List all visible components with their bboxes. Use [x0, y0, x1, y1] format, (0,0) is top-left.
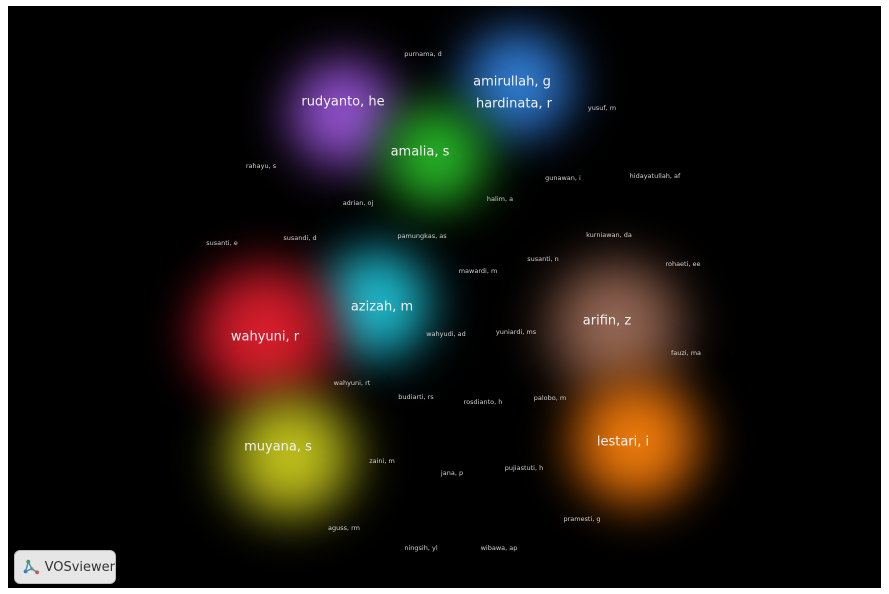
node-label[interactable]: arifin, z — [582, 313, 632, 329]
node-label[interactable]: fauzi, ma — [670, 349, 702, 357]
node-label[interactable]: yuniardi, ms — [495, 328, 537, 336]
node-label[interactable]: rosdianto, h — [463, 398, 503, 406]
node-label[interactable]: adrian, oj — [342, 199, 374, 207]
logo-text: VOSviewer — [44, 559, 115, 575]
node-label[interactable]: hidayatullah, af — [629, 172, 681, 180]
node-label[interactable]: wahyuni, r — [230, 329, 300, 345]
cluster-orange-density — [558, 366, 713, 516]
node-label[interactable]: gunawan, i — [545, 174, 581, 182]
node-label[interactable]: pamungkas, as — [397, 232, 447, 240]
node-label[interactable]: wahyuni, rt — [333, 379, 371, 387]
node-label[interactable]: zaini, m — [369, 457, 395, 465]
vosviewer-logo-icon — [23, 559, 39, 575]
node-label[interactable]: susandi, d — [283, 234, 317, 242]
cluster-yellow-density — [208, 386, 373, 526]
node-label[interactable]: ningsih, yl — [404, 544, 438, 552]
node-label[interactable]: susanti, e — [206, 239, 238, 247]
vosviewer-logo: VOSviewer — [14, 550, 116, 584]
node-label[interactable]: amalia, s — [390, 144, 450, 160]
node-label[interactable]: azizah, m — [350, 299, 414, 315]
node-label[interactable]: kurniawan, da — [586, 231, 632, 239]
node-label[interactable]: halim, a — [486, 195, 514, 203]
node-label[interactable]: pujiastuti, h — [504, 464, 544, 472]
node-label[interactable]: purnama, d — [404, 50, 442, 58]
node-label[interactable]: yusuf, m — [587, 104, 617, 112]
node-label[interactable]: palobo, m — [533, 394, 567, 402]
node-label[interactable]: jana, p — [440, 469, 464, 477]
node-label[interactable]: muyana, s — [244, 439, 312, 455]
node-label[interactable]: susanti, n — [527, 255, 559, 263]
node-label[interactable]: mawardi, m — [458, 267, 498, 275]
node-label[interactable]: budiarti, rs — [398, 393, 434, 401]
density-map-canvas[interactable]: rudyanto, he amirullah, g hardinata, r a… — [8, 6, 881, 588]
node-label[interactable]: rahayu, s — [245, 162, 277, 170]
node-label[interactable]: wahyudi, ad — [426, 330, 466, 338]
node-label[interactable]: pramesti, g — [563, 515, 601, 523]
node-label[interactable]: amirullah, g — [473, 74, 551, 90]
node-label[interactable]: aguss, rm — [327, 524, 361, 532]
node-label[interactable]: rohaeti, ee — [665, 260, 701, 268]
node-label[interactable]: wibawa, ap — [480, 544, 518, 552]
cluster-red-density — [178, 256, 353, 411]
node-label[interactable]: hardinata, r — [475, 96, 553, 112]
cluster-green-density — [368, 96, 503, 216]
node-label[interactable]: rudyanto, he — [301, 94, 385, 110]
node-label[interactable]: lestari, i — [596, 434, 650, 450]
